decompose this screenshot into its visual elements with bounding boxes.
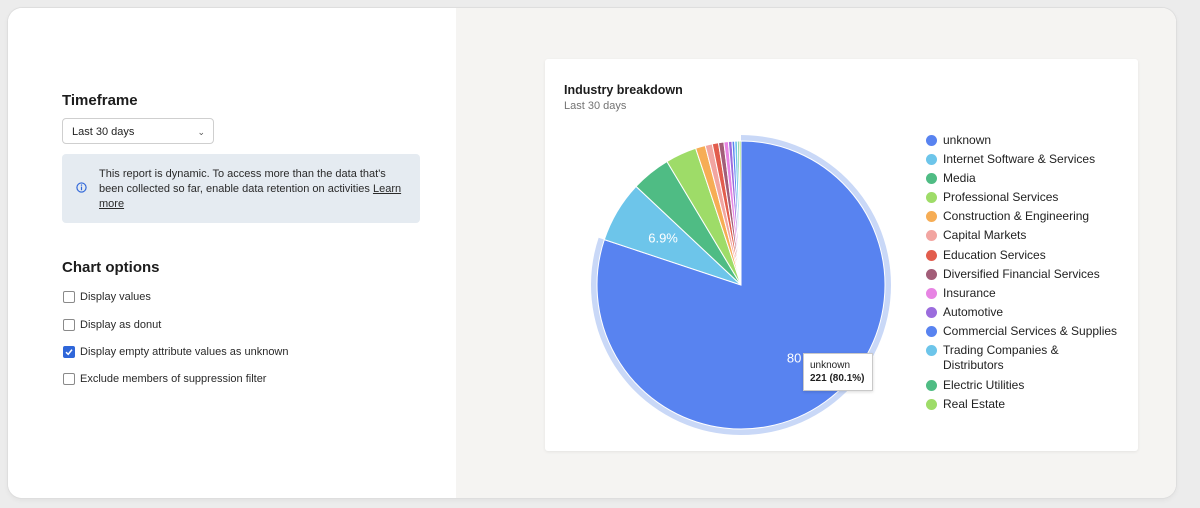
legend-swatch <box>926 325 937 337</box>
chart-option-label: Display empty attribute values as unknow… <box>80 346 289 358</box>
chart-tooltip: unknown 221 (80.1%) <box>803 353 873 391</box>
legend-swatch <box>926 249 937 261</box>
chart-options-title: Chart options <box>62 259 160 276</box>
tooltip-label: unknown <box>810 360 851 371</box>
legend-swatch <box>926 380 937 392</box>
legend-label: Electric Utilities <box>943 378 1025 393</box>
legend-swatch <box>926 154 937 166</box>
chart-legend: unknown Internet Software & Services Media… <box>925 133 1135 416</box>
chart-card: Industry breakdown Last 30 days 80 6.9% u… <box>545 59 1138 451</box>
chart-option-label: Exclude members of suppression filter <box>80 373 267 385</box>
info-banner: This report is dynamic. To access more t… <box>62 154 420 223</box>
chevron-down-icon: ⌄ <box>197 127 205 137</box>
chart-option-label: Display values <box>80 291 151 303</box>
legend-item[interactable]: Education Services <box>925 248 1135 267</box>
legend-label: Diversified Financial Services <box>943 266 1100 281</box>
legend-item[interactable]: Professional Services <box>925 190 1135 209</box>
legend-item[interactable]: Insurance <box>925 286 1135 305</box>
chart-title: Industry breakdown <box>564 83 683 97</box>
pie-data-label: 6.9% <box>648 231 678 246</box>
legend-item[interactable]: Diversified Financial Services <box>925 267 1135 286</box>
legend-swatch <box>926 135 937 146</box>
legend-item[interactable]: Trading Companies & Distributors <box>925 343 1135 378</box>
legend-item[interactable]: Electric Utilities <box>925 378 1135 397</box>
pie-slice[interactable] <box>738 140 742 286</box>
legend-label: Commercial Services & Supplies <box>943 323 1118 338</box>
legend-label: Insurance <box>943 285 996 300</box>
legend-item[interactable]: Internet Software & Services <box>925 152 1135 171</box>
legend-label: Real Estate <box>943 397 1006 412</box>
options-panel: Timeframe Last 30 days ⌄ This report is … <box>8 8 456 498</box>
checkbox[interactable] <box>63 319 75 331</box>
legend-label: Automotive <box>943 304 1004 319</box>
timeframe-select-value: Last 30 days <box>72 126 135 138</box>
legend-item[interactable]: Media <box>925 171 1135 190</box>
legend-label: Media <box>943 171 976 186</box>
legend-swatch <box>926 399 937 411</box>
legend-label: Internet Software & Services <box>943 152 1096 167</box>
info-icon <box>76 182 87 193</box>
learn-more-link[interactable]: Learn more <box>99 183 402 210</box>
legend-swatch <box>926 268 937 280</box>
chart-subtitle: Last 30 days <box>564 100 627 112</box>
legend-swatch <box>926 345 937 357</box>
info-message: This report is dynamic. To access more t… <box>99 168 386 195</box>
legend-label: Professional Services <box>943 190 1059 205</box>
legend-label: Capital Markets <box>943 228 1027 243</box>
info-text: This report is dynamic. To access more t… <box>99 167 404 212</box>
legend-swatch <box>926 287 937 299</box>
legend-item[interactable]: Automotive <box>925 305 1135 324</box>
legend-item[interactable]: Real Estate <box>925 397 1135 416</box>
legend-swatch <box>926 192 937 204</box>
legend-item[interactable]: Capital Markets <box>925 228 1135 247</box>
legend-swatch <box>926 211 937 223</box>
checkmark-icon <box>65 349 73 356</box>
checkbox[interactable] <box>63 346 75 358</box>
checkbox[interactable] <box>63 291 75 303</box>
legend-label: Education Services <box>943 247 1046 262</box>
legend-label: unknown <box>943 133 992 147</box>
legend-label: Trading Companies & Distributors <box>943 343 1059 373</box>
legend-item[interactable]: unknown <box>925 133 1135 152</box>
legend-swatch <box>926 306 937 318</box>
legend-item[interactable]: Construction & Engineering <box>925 209 1135 228</box>
timeframe-title: Timeframe <box>62 92 138 109</box>
timeframe-select[interactable]: Last 30 days ⌄ <box>62 118 214 144</box>
pie-data-label: 80 <box>787 351 801 366</box>
chart-option-label: Display as donut <box>80 319 162 331</box>
tooltip-value: 221 (80.1%) <box>810 373 865 384</box>
legend-label: Construction & Engineering <box>943 209 1090 224</box>
legend-swatch <box>926 230 937 242</box>
checkbox[interactable] <box>63 373 75 385</box>
legend-item[interactable]: Commercial Services & Supplies <box>925 324 1135 343</box>
legend-swatch <box>926 173 937 185</box>
